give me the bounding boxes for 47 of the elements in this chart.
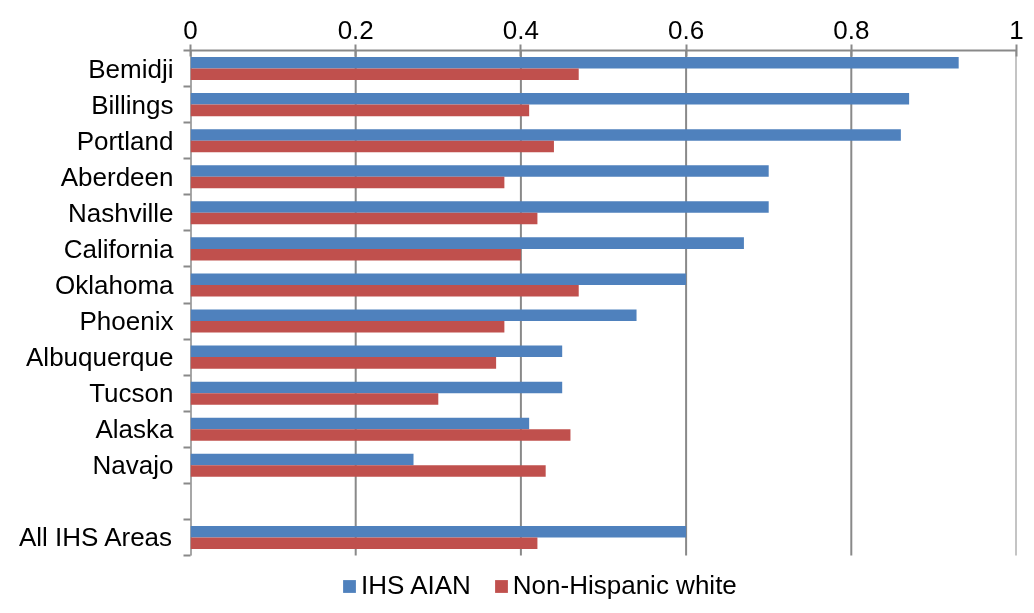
bar <box>190 284 579 297</box>
bar <box>190 465 546 477</box>
y-tick-label: All IHS Areas <box>18 522 173 553</box>
y-tick-label: Albuquerque <box>26 342 174 373</box>
bar <box>190 212 538 225</box>
bar <box>190 140 554 153</box>
y-tick-label: Nashville <box>68 197 174 228</box>
x-tick-label: 0.8 <box>833 14 870 45</box>
bar <box>190 176 505 189</box>
bar <box>190 201 769 213</box>
y-tick-label: Billings <box>91 89 174 120</box>
bar <box>190 381 563 394</box>
y-tick-label: Phoenix <box>79 306 174 337</box>
bar <box>190 525 687 538</box>
y-tick-label: Bemidji <box>88 53 174 84</box>
bar <box>190 309 637 322</box>
y-tick-label: Aberdeen <box>60 161 174 192</box>
bar <box>190 393 439 405</box>
bar <box>190 537 538 550</box>
bar <box>190 56 959 69</box>
bar <box>190 104 530 117</box>
y-tick-label: Portland <box>76 125 174 156</box>
bar <box>190 248 521 261</box>
bar <box>190 68 579 81</box>
y-tick-label: Oklahoma <box>55 269 175 300</box>
bar <box>190 273 687 285</box>
bar <box>190 129 901 141</box>
legend-label: IHS AIAN <box>361 570 471 601</box>
y-tick-label: Tucson <box>89 378 174 409</box>
x-tick-label: 1 <box>1009 14 1024 45</box>
bar <box>190 357 497 369</box>
bar <box>190 417 530 430</box>
x-tick-label: 0 <box>183 14 198 45</box>
y-tick-label: California <box>63 233 175 264</box>
y-tick-label: Alaska <box>95 414 175 445</box>
bar <box>190 453 414 466</box>
bar <box>190 93 910 105</box>
bar <box>190 429 571 441</box>
x-tick-label: 0.6 <box>668 14 705 45</box>
y-tick-label: Navajo <box>92 450 174 481</box>
legend-label: Non-Hispanic white <box>512 570 737 601</box>
bar <box>190 165 769 177</box>
x-tick-label: 0.4 <box>502 14 539 45</box>
bar <box>190 237 744 249</box>
bar <box>190 321 505 333</box>
bar <box>190 345 563 358</box>
x-tick-label: 0.2 <box>337 14 374 45</box>
